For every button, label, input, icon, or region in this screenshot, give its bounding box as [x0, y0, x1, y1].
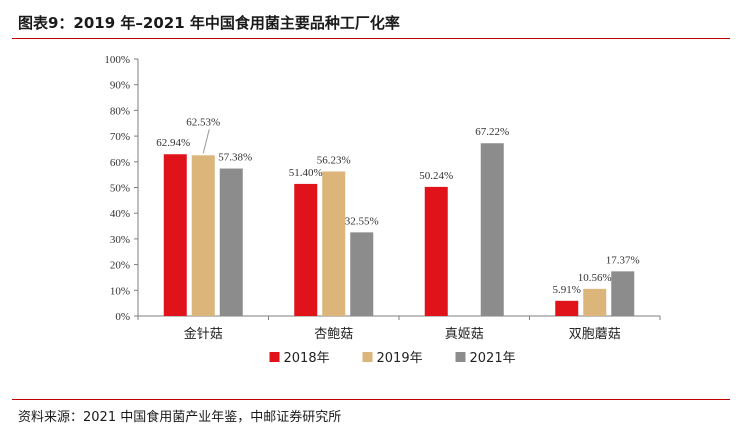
legend-label: 2021年: [470, 351, 516, 366]
data-label: 10.56%: [578, 272, 612, 284]
data-label: 32.55%: [345, 215, 379, 227]
data-label: 51.40%: [289, 167, 323, 179]
bar: [611, 271, 635, 316]
category-label: 真姬菇: [445, 327, 484, 342]
legend-label: 2018年: [284, 351, 330, 366]
legend-swatch: [362, 352, 373, 362]
bar-chart: 0% 10% 20% 30% 40% 50% 60% 70% 80% 90% 100% 62.94% 6…: [104, 54, 661, 366]
bar: [163, 154, 187, 316]
source-divider: [12, 399, 730, 400]
y-tick-label: 20%: [110, 260, 130, 272]
y-tick-label: 60%: [110, 157, 130, 169]
bar: [424, 186, 448, 316]
data-label: 57.38%: [218, 152, 252, 164]
y-tick-label: 70%: [110, 131, 130, 143]
category-label: 金针菇: [184, 326, 223, 342]
data-label: 67.22%: [475, 126, 509, 138]
data-label: 17.37%: [606, 254, 640, 266]
y-tick-label: 40%: [110, 208, 130, 220]
data-label: 50.24%: [419, 170, 453, 182]
y-tick-label: 30%: [110, 234, 130, 246]
bar: [350, 232, 374, 316]
source-note: 资料来源：2021 中国食用菌产业年鉴，中邮证券研究所: [18, 410, 342, 425]
legend-swatch: [455, 352, 466, 362]
legend-swatch: [269, 352, 280, 362]
bar: [583, 288, 607, 316]
legend-label: 2019年: [377, 351, 423, 366]
y-tick-label: 50%: [110, 183, 130, 195]
y-tick-label: 80%: [110, 105, 130, 117]
bar: [294, 183, 318, 316]
data-label: 56.23%: [317, 154, 351, 166]
chart-title: 图表9：2019 年–2021 年中国食用菌主要品种工厂化率: [18, 14, 400, 32]
category-label: 双胞蘑菇: [569, 327, 621, 342]
category-label: 杏鲍菇: [314, 327, 353, 342]
title-divider: [12, 38, 730, 39]
data-label: 62.94%: [156, 137, 190, 149]
data-label-leader: [202, 129, 210, 154]
bar: [555, 300, 579, 316]
y-tick-label: 0%: [115, 311, 130, 323]
bar: [480, 143, 504, 316]
data-label: 5.91%: [553, 284, 581, 296]
bar: [219, 168, 243, 316]
y-tick-label: 10%: [110, 285, 130, 297]
data-label: 62.53%: [186, 116, 220, 128]
y-tick-label: 100%: [104, 54, 130, 66]
bar: [191, 155, 215, 316]
y-tick-label: 90%: [110, 80, 130, 92]
bar: [322, 171, 346, 316]
